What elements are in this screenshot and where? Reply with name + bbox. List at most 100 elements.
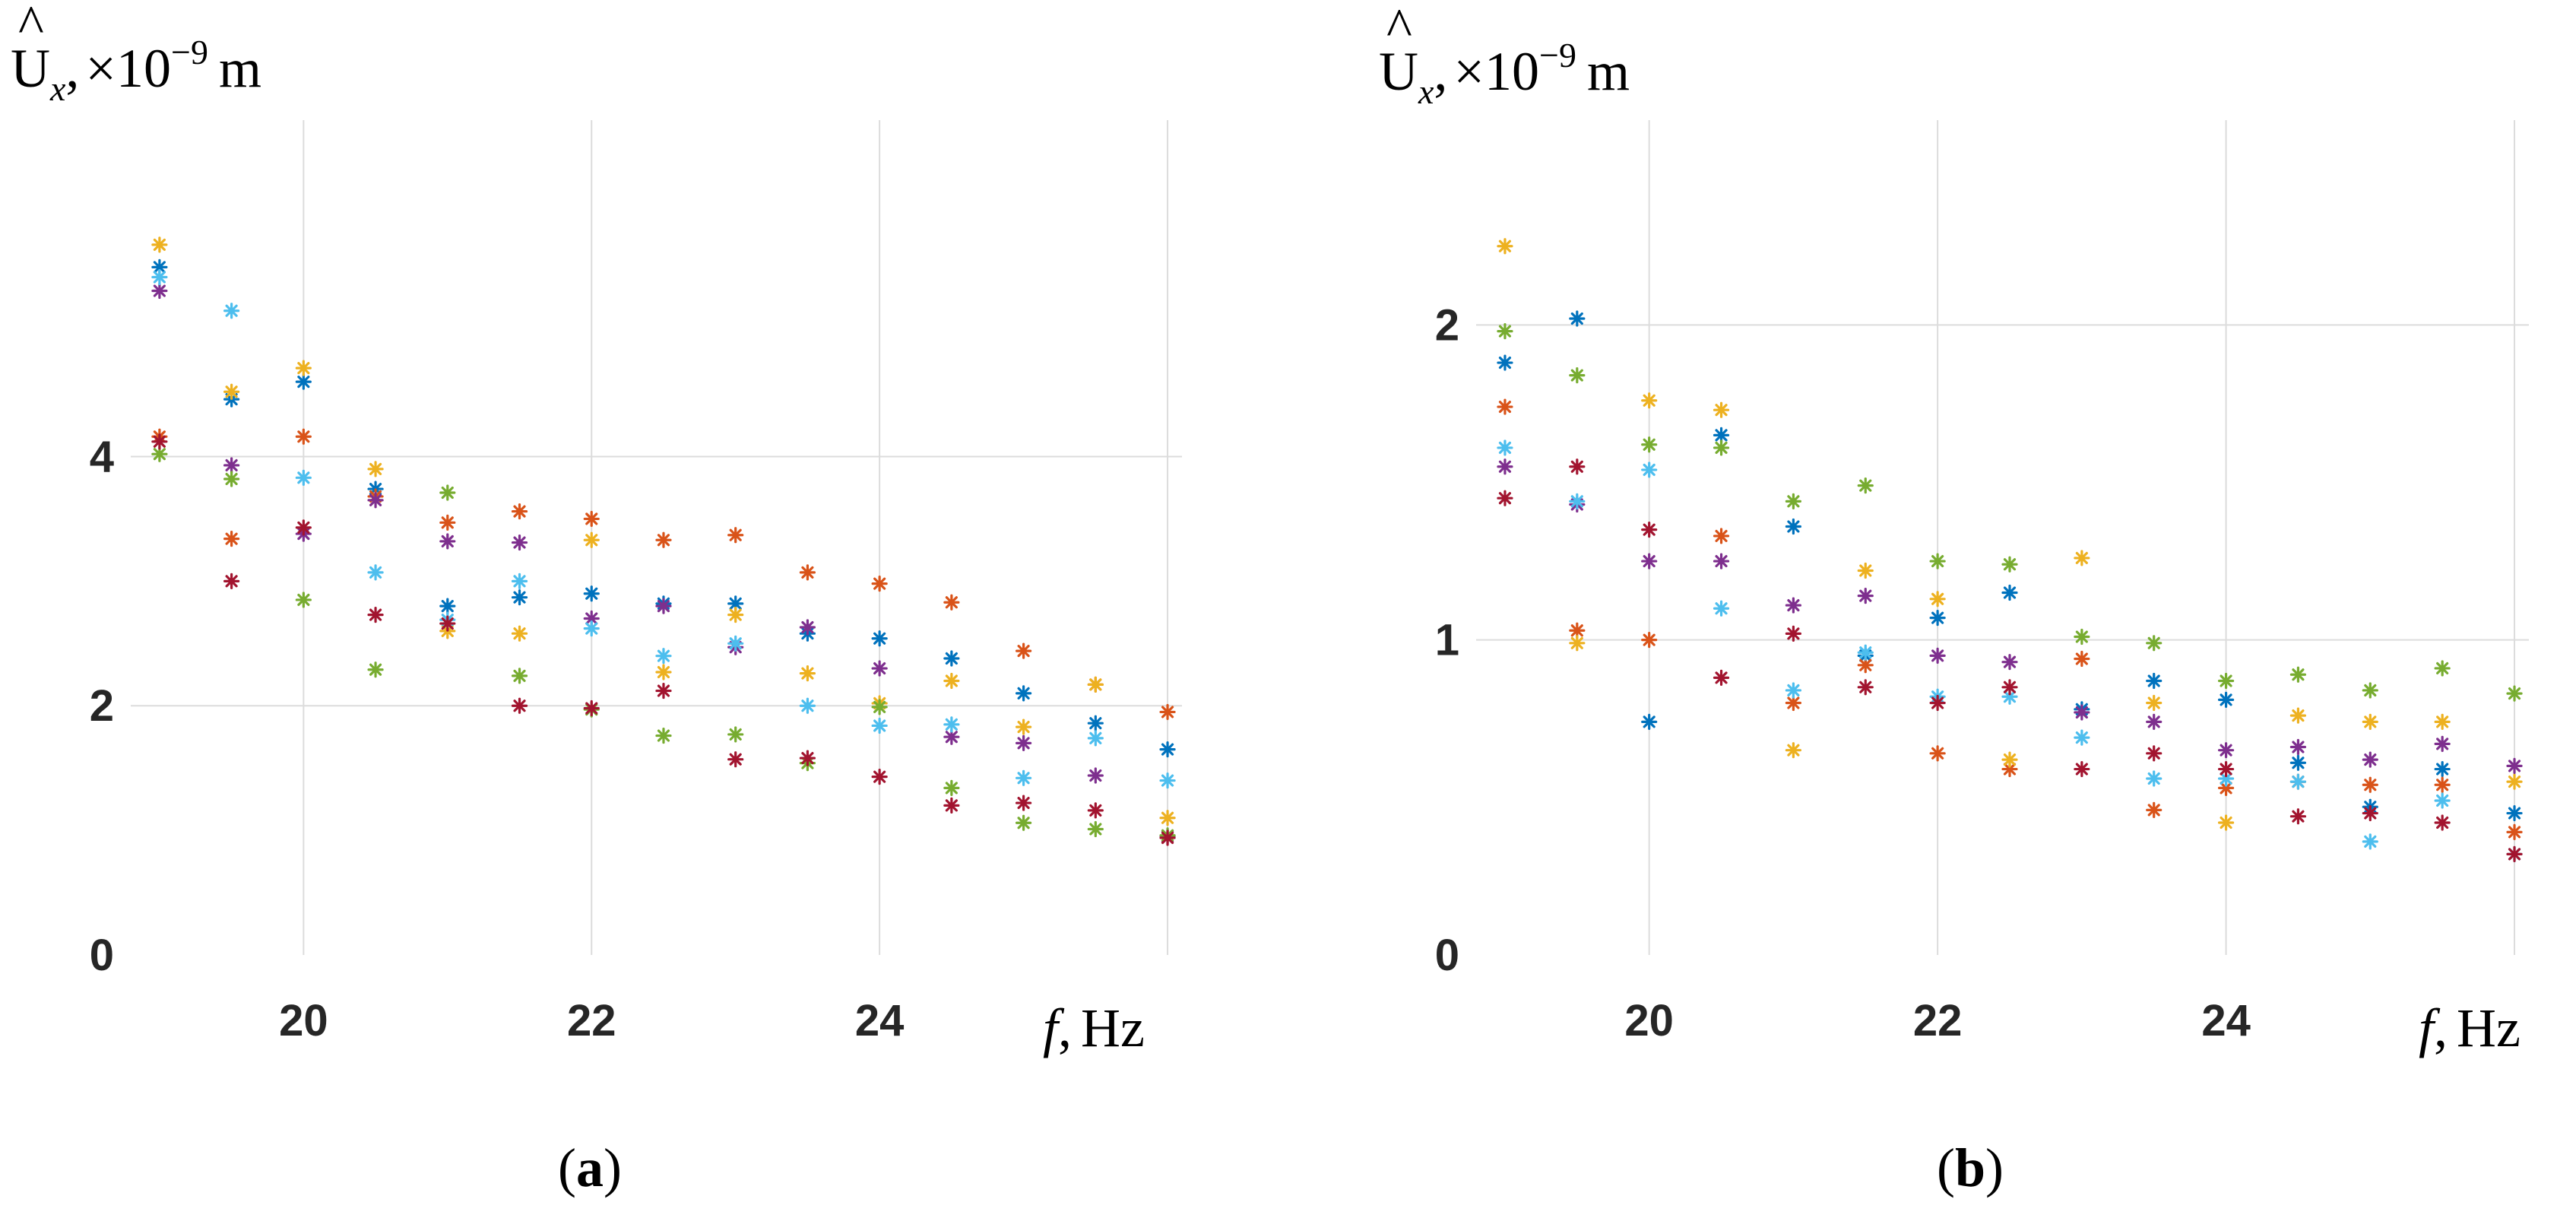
panel-b-point-s6 bbox=[1641, 462, 1658, 478]
panel-a-point-s2 bbox=[223, 531, 240, 547]
panel-a-point-s4 bbox=[1016, 734, 1032, 752]
panel-a-point-s3 bbox=[295, 360, 312, 376]
panel-a-point-s4 bbox=[1087, 767, 1104, 784]
panel-a-point-s7 bbox=[223, 573, 240, 589]
panel-b-xlabel-unit: Hz bbox=[2457, 998, 2521, 1058]
panel-b-point-s1 bbox=[2217, 691, 2235, 708]
panel-a-point-s3 bbox=[223, 383, 240, 400]
panel-a-point-s7 bbox=[799, 750, 816, 766]
panel-b-point-s2 bbox=[1857, 657, 1874, 674]
panel-b-point-s4 bbox=[2001, 654, 2018, 671]
panel-a-point-s3 bbox=[1159, 810, 1176, 826]
panel-a-point-s2 bbox=[655, 531, 672, 548]
panel-b-x-axis-label: f, Hz bbox=[2419, 998, 2521, 1058]
panel-a-point-s5 bbox=[223, 471, 240, 487]
panel-a-point-s7 bbox=[871, 769, 888, 785]
panel-b-point-s3 bbox=[2506, 773, 2523, 790]
panel-b-point-s5 bbox=[2001, 556, 2018, 573]
panel-b-point-s5 bbox=[1857, 477, 1874, 494]
panel-b-point-s4 bbox=[2362, 751, 2378, 768]
panel-b-point-s7 bbox=[1929, 694, 1946, 712]
panel-a-ylabel-subscript: x bbox=[49, 69, 66, 108]
panel-a-point-s4 bbox=[367, 492, 384, 509]
panel-a-point-s1 bbox=[1159, 741, 1176, 758]
panel-b-ticks: 20 22 24 0 1 2 bbox=[1435, 300, 2251, 1045]
panel-a-point-s6 bbox=[367, 564, 384, 581]
panel-a-point-s2 bbox=[439, 514, 456, 531]
panel-b-point-s5 bbox=[1569, 367, 1586, 384]
panel-a-point-s6 bbox=[223, 303, 240, 319]
panel-a-point-s6 bbox=[511, 573, 528, 589]
panel-a-point-s6 bbox=[1016, 769, 1032, 786]
panel-b-point-s6 bbox=[1713, 600, 1730, 617]
panel-a-point-s5 bbox=[871, 699, 888, 715]
panel-b-point-s3 bbox=[2217, 814, 2235, 831]
panel-a-point-s6 bbox=[583, 620, 600, 637]
panel-b-point-s3 bbox=[1713, 401, 1730, 418]
panel-b-point-s2 bbox=[2362, 776, 2378, 793]
panel-a-ylabel-hat: ^ bbox=[18, 0, 44, 55]
panel-a-point-s1 bbox=[1016, 685, 1032, 702]
panel-b-point-s7 bbox=[1641, 522, 1658, 538]
panel-a-point-s4 bbox=[439, 533, 456, 550]
panel-a-point-s2 bbox=[943, 594, 960, 611]
panel-a-point-s7 bbox=[295, 519, 312, 536]
panel-b-point-s1 bbox=[2434, 760, 2451, 778]
panel-b-point-s6 bbox=[2289, 773, 2307, 790]
panel-b-point-s5 bbox=[1929, 553, 1946, 569]
panel-b-point-s2 bbox=[1641, 632, 1658, 649]
panel-a-ylabel-symbol: U bbox=[11, 38, 50, 99]
panel-b-point-s5 bbox=[2362, 682, 2378, 699]
panel-a-point-s5 bbox=[367, 661, 384, 678]
panel-a-point-s7 bbox=[1016, 795, 1032, 811]
panel-a-point-s6 bbox=[871, 717, 888, 734]
panel-a-point-s2 bbox=[295, 428, 312, 445]
panel-b-point-s2 bbox=[2074, 650, 2090, 668]
panel-b-y-tick-label: 2 bbox=[1435, 300, 1459, 350]
panel-a-point-s3 bbox=[799, 665, 816, 682]
panel-b-point-s5 bbox=[2506, 685, 2523, 702]
panel-a-point-s7 bbox=[367, 607, 384, 623]
panel-b-point-s5 bbox=[1641, 436, 1658, 453]
panel-b-ylabel-unit: m bbox=[1587, 41, 1630, 102]
panel-a-point-s1 bbox=[151, 259, 168, 275]
panel-b-point-s4 bbox=[1713, 553, 1730, 569]
panel-a-point-s1 bbox=[871, 630, 888, 647]
panel-b-point-s7 bbox=[2506, 845, 2523, 863]
panel-a-ylabel-unit: m bbox=[219, 38, 261, 99]
panel-b-y-axis-label: Ux, ×10−9 m bbox=[1379, 36, 1630, 111]
panel-b-point-s2 bbox=[2434, 776, 2451, 793]
panel-b-point-s4 bbox=[2217, 742, 2235, 759]
panel-b-x-tick-label: 20 bbox=[1624, 996, 1674, 1045]
panel-a-y-axis-label: Ux, ×10−9 m bbox=[11, 33, 261, 108]
panel-b-point-s3 bbox=[2289, 707, 2307, 724]
panel-a-x-tick-label: 22 bbox=[567, 996, 616, 1045]
panel-b-point-s6 bbox=[2074, 729, 2090, 746]
panel-a-x-tick-label: 20 bbox=[279, 996, 328, 1045]
panel-b-point-s2 bbox=[1929, 745, 1946, 762]
panel-a-point-s1 bbox=[583, 585, 600, 602]
panel-b-point-s4 bbox=[1641, 553, 1658, 569]
panel-a-point-s5 bbox=[295, 592, 312, 608]
panel-a-point-s4 bbox=[223, 457, 240, 474]
panel-a-point-s1 bbox=[439, 598, 456, 614]
panel-b-point-s7 bbox=[2074, 760, 2090, 778]
panel-a-ylabel-sep: , bbox=[65, 38, 79, 99]
panel-b-point-s6 bbox=[2146, 770, 2163, 787]
panel-a-point-s1 bbox=[295, 373, 312, 390]
panel-b-point-s4 bbox=[2434, 735, 2451, 752]
panel-b-point-s5 bbox=[2434, 660, 2451, 677]
panel-a-point-s4 bbox=[655, 598, 672, 614]
panel-a-x-tick-label: 24 bbox=[855, 996, 905, 1045]
panel-a-point-s2 bbox=[583, 510, 600, 528]
panel-b-point-s7 bbox=[1713, 669, 1730, 686]
panel-b-point-s3 bbox=[1785, 742, 1801, 759]
panel-b-y-tick-label: 1 bbox=[1435, 616, 1459, 665]
panel-a-point-s7 bbox=[727, 751, 744, 768]
panel-a-point-s2 bbox=[1016, 642, 1032, 659]
panel-a-point-s3 bbox=[367, 461, 384, 477]
